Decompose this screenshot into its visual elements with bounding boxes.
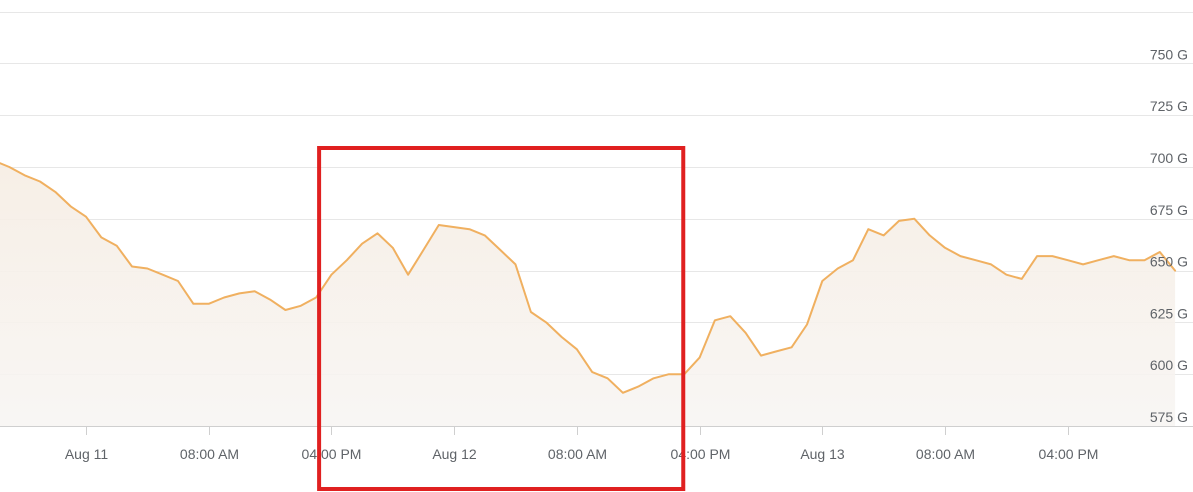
y-tick-label: 625 G <box>1150 305 1188 321</box>
y-tick-label: 675 G <box>1150 202 1188 218</box>
y-tick-label: 575 G <box>1150 409 1188 425</box>
x-tick-label: Aug 12 <box>432 446 477 462</box>
y-tick-label: 650 G <box>1150 254 1188 270</box>
x-tick-label: 08:00 AM <box>916 446 975 462</box>
series-line <box>0 162 1177 394</box>
line-layer <box>0 162 1177 394</box>
x-tick-label: 04:00 PM <box>302 446 362 462</box>
area-layer <box>0 163 1176 426</box>
y-tick-label: 725 G <box>1150 98 1188 114</box>
highlight-box <box>317 146 686 491</box>
x-tick-labels: Aug 11 08:00 AM 04:00 PM Aug 12 08:00 AM 04:0… <box>65 446 1099 462</box>
y-tick-label: 700 G <box>1150 150 1188 166</box>
x-tick-label: 04:00 PM <box>1039 446 1099 462</box>
x-tick-label: Aug 13 <box>800 446 845 462</box>
axis-layer <box>0 426 1193 435</box>
y-tick-label: 600 G <box>1150 357 1188 373</box>
x-tick-label: 08:00 AM <box>180 446 239 462</box>
x-tick-label: 08:00 AM <box>548 446 607 462</box>
highlight-layer <box>317 146 686 491</box>
y-tick-labels: 575 G 600 G 625 G 650 G 675 G 700 G 725 G 750 G <box>1150 46 1188 425</box>
x-tick-label: 04:00 PM <box>671 446 731 462</box>
x-tick-label: Aug 11 <box>65 446 109 462</box>
y-tick-label: 750 G <box>1150 46 1188 62</box>
series-area <box>0 163 1176 426</box>
